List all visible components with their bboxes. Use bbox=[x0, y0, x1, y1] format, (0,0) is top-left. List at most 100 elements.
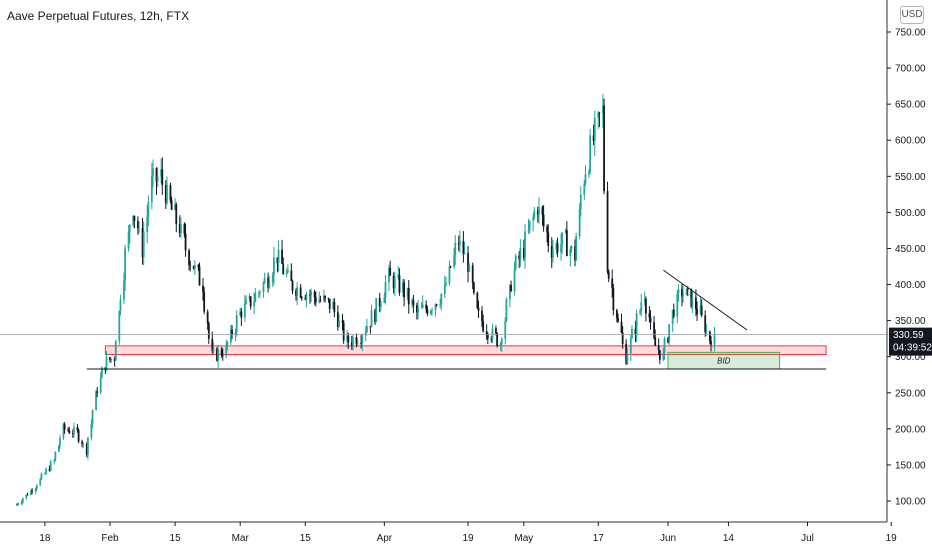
candle-bearish bbox=[221, 355, 224, 357]
candle-bullish bbox=[263, 277, 266, 284]
candle-bullish bbox=[87, 437, 89, 455]
candle-bullish bbox=[150, 175, 153, 202]
x-tick-label: Jun bbox=[660, 533, 676, 544]
candle-bullish bbox=[180, 224, 182, 234]
x-tick-label: May bbox=[514, 533, 533, 544]
candle-bullish bbox=[434, 304, 437, 311]
candle-bullish bbox=[635, 313, 638, 335]
candle-bullish bbox=[420, 307, 423, 309]
candle-bullish bbox=[705, 331, 708, 333]
candle-bearish bbox=[295, 290, 297, 296]
candle-bearish bbox=[645, 298, 647, 314]
candle-bullish bbox=[259, 291, 261, 293]
candle-bearish bbox=[708, 331, 711, 341]
candle-bullish bbox=[286, 270, 289, 273]
candle-bullish bbox=[39, 479, 42, 486]
candle-bullish bbox=[578, 209, 581, 237]
candle-bullish bbox=[629, 338, 632, 354]
y-tick-label: 500.00 bbox=[895, 208, 926, 219]
candle-bullish bbox=[361, 335, 364, 344]
candle-bullish bbox=[699, 305, 702, 315]
candle-bearish bbox=[565, 230, 568, 256]
candle-bullish bbox=[384, 282, 387, 298]
candle-bearish bbox=[620, 321, 623, 333]
candle-bearish bbox=[183, 224, 186, 234]
y-tick-label: 300.00 bbox=[895, 352, 926, 363]
candle-bullish bbox=[91, 410, 94, 424]
candle-bullish bbox=[453, 255, 455, 267]
candle-bearish bbox=[299, 287, 302, 298]
candle-bullish bbox=[584, 174, 587, 184]
candle-bullish bbox=[257, 292, 260, 294]
candle-bullish bbox=[569, 249, 572, 256]
candle-bearish bbox=[347, 335, 350, 343]
candle-bullish bbox=[643, 298, 646, 303]
candle-bullish bbox=[245, 299, 247, 304]
candle-bullish bbox=[225, 344, 228, 356]
candle-bullish bbox=[691, 297, 694, 307]
candle-bullish bbox=[285, 272, 288, 275]
candle-bearish bbox=[654, 337, 657, 346]
candle-bullish bbox=[118, 311, 121, 342]
candle-bullish bbox=[713, 334, 716, 345]
candle-bullish bbox=[234, 331, 237, 335]
candle-bullish bbox=[271, 275, 274, 283]
candle-bearish bbox=[615, 310, 618, 318]
candle-bullish bbox=[132, 215, 135, 225]
x-tick-label: Jul bbox=[801, 533, 814, 544]
candle-bullish bbox=[243, 303, 246, 318]
candle-bearish bbox=[449, 266, 452, 268]
candle-bullish bbox=[30, 490, 32, 495]
candle-bearish bbox=[541, 207, 544, 215]
candle-bullish bbox=[35, 485, 38, 489]
candle-bullish bbox=[20, 502, 23, 504]
candle-bullish bbox=[491, 328, 494, 340]
candle-bullish bbox=[59, 437, 61, 446]
candle-bullish bbox=[54, 451, 57, 461]
candle-bearish bbox=[472, 282, 475, 293]
candle-bullish bbox=[597, 112, 600, 118]
candle-bullish bbox=[277, 249, 280, 264]
candle-bearish bbox=[71, 433, 74, 435]
candle-bullish bbox=[443, 285, 446, 294]
candle-bullish bbox=[119, 299, 122, 312]
candle-bearish bbox=[389, 268, 392, 276]
candle-bullish bbox=[440, 293, 443, 305]
candle-bearish bbox=[611, 278, 614, 288]
candle-bearish bbox=[550, 246, 553, 258]
candle-bullish bbox=[593, 117, 596, 141]
currency-unit-button[interactable]: USD bbox=[900, 6, 924, 24]
candle-bullish bbox=[677, 289, 680, 294]
candle-bearish bbox=[202, 285, 204, 293]
candle-bearish bbox=[546, 226, 548, 233]
candle-bearish bbox=[621, 332, 624, 344]
candle-bullish bbox=[305, 294, 308, 300]
candle-bearish bbox=[304, 297, 307, 300]
candle-bullish bbox=[248, 296, 251, 300]
candle-bullish bbox=[62, 424, 65, 438]
candle-bearish bbox=[518, 255, 521, 260]
candle-bearish bbox=[360, 343, 362, 344]
x-tick-label: 15 bbox=[170, 533, 182, 544]
time-axis[interactable]: 18 Feb 15 Mar 15 Apr 19 May 17 Jun 14 Jul 19 bbox=[0, 521, 898, 544]
candle-bullish bbox=[235, 315, 238, 332]
candle-bullish bbox=[217, 349, 220, 361]
candle-bearish bbox=[710, 340, 712, 345]
candle-bullish bbox=[156, 176, 159, 182]
candle-bearish bbox=[31, 490, 34, 492]
candle-bearish bbox=[681, 289, 683, 297]
x-tick-label: 19 bbox=[886, 533, 898, 544]
candle-bearish bbox=[374, 310, 376, 323]
candle-bullish bbox=[682, 294, 685, 297]
price-axis[interactable]: 100.00 150.00 200.00 250.00 300.00 350.00 400.… bbox=[886, 0, 926, 522]
candle-bearish bbox=[336, 312, 339, 327]
candle-bearish bbox=[467, 252, 469, 272]
candle-bearish bbox=[141, 228, 144, 258]
candle-bullish bbox=[310, 292, 313, 295]
candle-bearish bbox=[686, 288, 689, 290]
y-tick-label: 450.00 bbox=[895, 244, 926, 255]
candle-bearish bbox=[482, 321, 485, 332]
candle-bearish bbox=[486, 334, 489, 339]
